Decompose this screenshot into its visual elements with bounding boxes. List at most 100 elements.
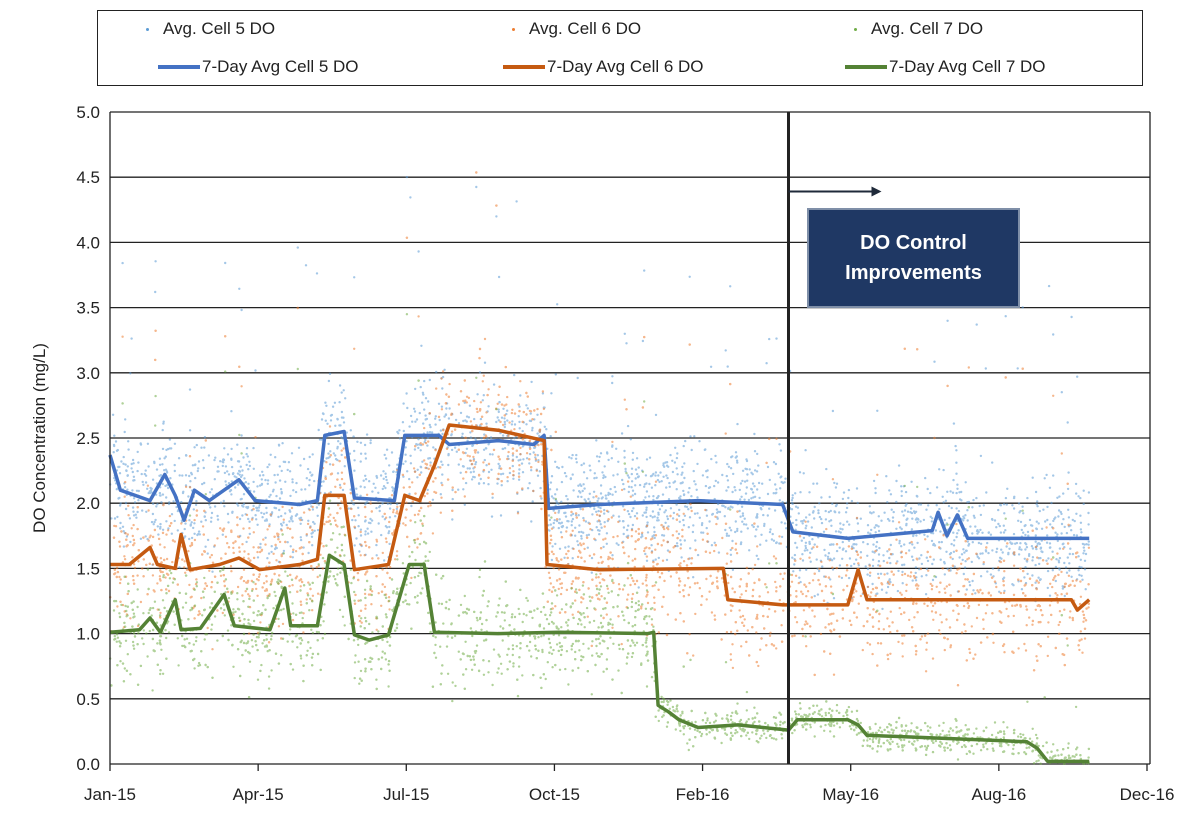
scatter-point (168, 514, 172, 518)
scatter-point (188, 474, 191, 478)
scatter-point (437, 415, 441, 419)
scatter-point (565, 530, 568, 533)
scatter-point (124, 418, 127, 421)
scatter-point (501, 434, 505, 437)
scatter-point (206, 538, 210, 542)
scatter-point (1066, 482, 1069, 485)
scatter-point (751, 568, 754, 571)
scatter-point (1004, 315, 1007, 318)
scatter-point (597, 576, 600, 579)
scatter-point (657, 556, 660, 560)
scatter-point (637, 466, 640, 469)
scatter-point (734, 456, 737, 459)
scatter-point (1031, 476, 1034, 479)
scatter-point (193, 522, 196, 525)
scatter-point (710, 611, 714, 614)
scatter-point (159, 569, 162, 572)
scatter-point (651, 584, 654, 588)
scatter-point (307, 551, 310, 555)
scatter-point (607, 565, 610, 568)
scatter-point (307, 519, 310, 522)
scatter-point (877, 525, 880, 528)
legend-label: 7-Day Avg Cell 6 DO (547, 57, 704, 76)
scatter-point (931, 657, 935, 660)
scatter-point (311, 609, 314, 612)
scatter-point (427, 400, 430, 403)
scatter-point (1062, 547, 1065, 550)
scatter-point (127, 448, 130, 451)
scatter-point (871, 587, 875, 591)
scatter-point (132, 579, 135, 582)
scatter-point (693, 480, 696, 483)
scatter-point (236, 504, 240, 507)
scatter-point (582, 483, 585, 486)
scatter-point (223, 447, 226, 450)
scatter-point (930, 588, 934, 591)
scatter-point (184, 474, 188, 477)
scatter-point (420, 471, 423, 474)
scatter-point (808, 556, 811, 559)
scatter-point (469, 459, 473, 462)
scatter-point (1039, 609, 1043, 612)
scatter-point (572, 489, 575, 492)
scatter-point (472, 455, 475, 459)
scatter-point (571, 557, 574, 560)
scatter-point (260, 548, 264, 551)
scatter-point (913, 576, 917, 580)
scatter-point (427, 457, 430, 460)
scatter-point (667, 498, 671, 501)
scatter-point (161, 447, 165, 451)
scatter-point (866, 554, 869, 557)
scatter-point (1077, 569, 1080, 572)
scatter-point (149, 486, 152, 490)
scatter-point (434, 448, 437, 452)
scatter-point (450, 430, 454, 433)
scatter-point (236, 460, 240, 463)
scatter-point (384, 516, 388, 519)
scatter-point (375, 474, 378, 478)
scatter-point (381, 502, 384, 505)
scatter-point (499, 514, 503, 517)
scatter-point (395, 510, 399, 513)
scatter-point (845, 506, 849, 510)
scatter-point (421, 401, 424, 404)
scatter-point (1079, 521, 1083, 524)
scatter-point (328, 372, 332, 375)
scatter-point (679, 543, 683, 546)
scatter-point (804, 527, 807, 530)
scatter-point (869, 532, 872, 535)
scatter-point (666, 476, 669, 480)
scatter-point (809, 560, 812, 563)
scatter-point (948, 583, 951, 586)
scatter-point (1028, 577, 1032, 580)
scatter-point (141, 480, 144, 484)
legend-label: Avg. Cell 5 DO (163, 19, 276, 38)
scatter-point (645, 584, 648, 587)
scatter-point (960, 562, 963, 565)
legend-marker (146, 27, 149, 31)
scatter-point (624, 470, 627, 473)
scatter-point (1063, 585, 1066, 588)
scatter-point (248, 464, 252, 468)
scatter-point (1036, 556, 1039, 559)
scatter-point (610, 457, 613, 460)
scatter-point (554, 460, 557, 463)
scatter-point (550, 475, 554, 478)
scatter-point (1035, 587, 1038, 590)
scatter-point (758, 595, 761, 598)
scatter-point (886, 657, 890, 661)
scatter-point (262, 582, 266, 585)
scatter-point (621, 541, 624, 544)
scatter-point (761, 482, 764, 485)
scatter-point (475, 171, 478, 174)
scatter-point (671, 459, 674, 462)
scatter-point (729, 560, 733, 563)
scatter-point (811, 609, 814, 612)
scatter-point (598, 455, 601, 459)
scatter-point (238, 473, 241, 476)
scatter-point (579, 507, 582, 511)
scatter-point (597, 497, 600, 500)
scatter-point (395, 507, 399, 511)
scatter-point (243, 477, 246, 480)
